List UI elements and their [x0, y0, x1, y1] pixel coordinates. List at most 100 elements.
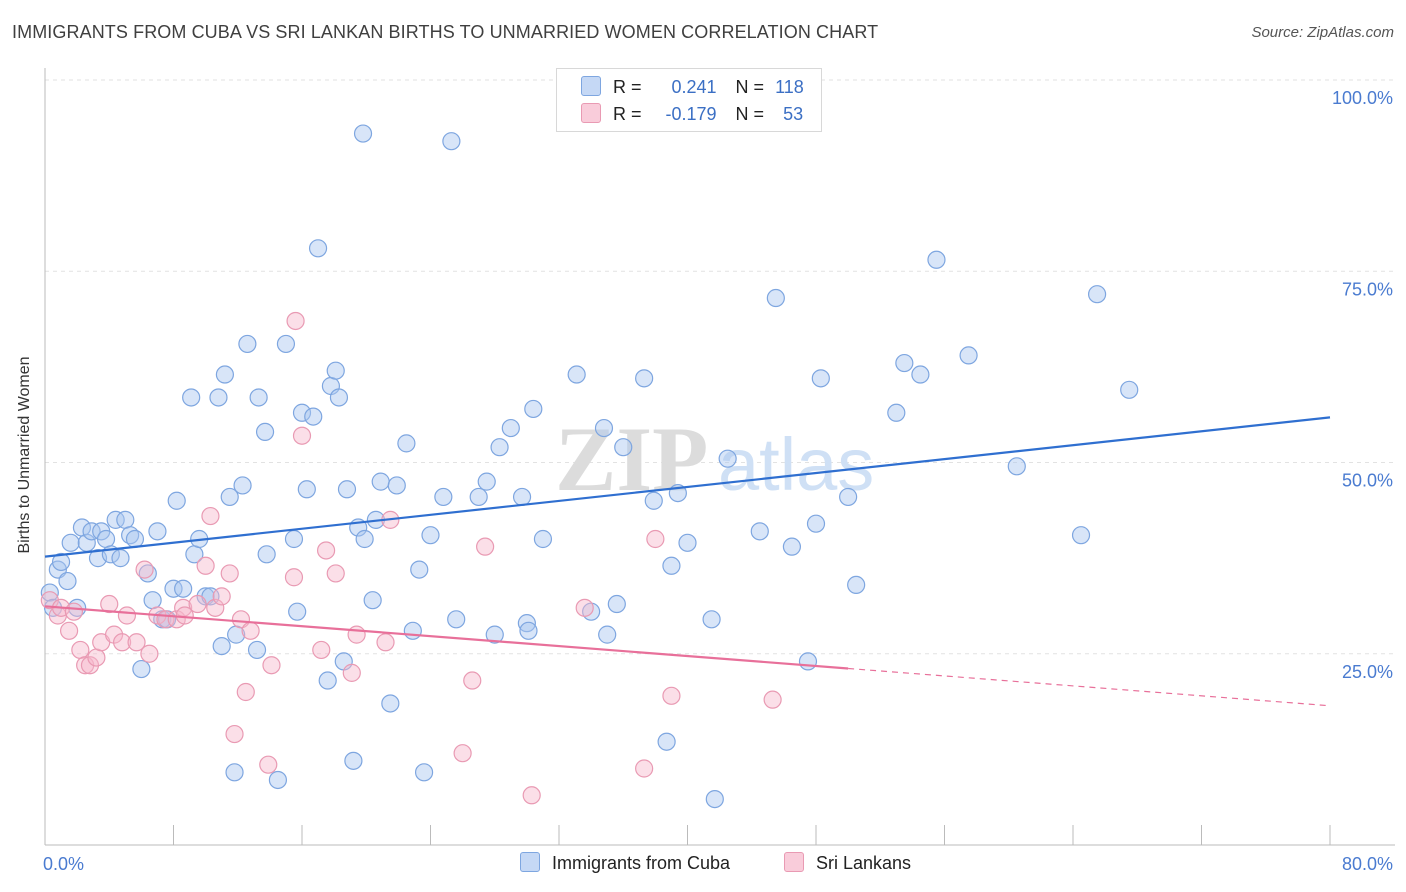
sri-point — [342, 663, 361, 682]
cuba-point — [718, 449, 737, 468]
cuba-point — [247, 640, 267, 660]
cuba-point — [58, 571, 77, 591]
x-tick-labels: 0.0% 80.0% — [43, 854, 1393, 874]
cuba-point — [344, 751, 363, 770]
cuba-point — [174, 579, 193, 598]
bottom-legend-cuba-label: Immigrants from Cuba — [552, 853, 731, 873]
cuba-point — [678, 533, 697, 552]
cuba-point — [167, 491, 186, 510]
correlation-legend: R = 0.241 N = 118 R = -0.179 N = 53 — [556, 68, 822, 132]
sri-point — [71, 640, 90, 660]
cuba-point — [164, 579, 183, 598]
cuba-point — [397, 434, 416, 453]
trend-lines — [44, 416, 1331, 707]
cuba-point — [255, 422, 275, 441]
sri-point — [100, 594, 119, 614]
cuba-point — [469, 487, 488, 507]
sri-point — [575, 598, 594, 617]
cuba-point — [594, 418, 614, 438]
cuba-point — [414, 763, 434, 782]
cuba-point — [40, 583, 59, 602]
legend-sri-r-label: R = — [613, 104, 642, 124]
sri-point — [59, 621, 79, 640]
legend-cuba-n: 118 — [775, 77, 804, 97]
sri-point — [316, 541, 336, 560]
cuba-point — [355, 529, 374, 549]
sri-point — [196, 556, 215, 575]
sri-point — [347, 625, 366, 644]
cuba-legend-icon — [520, 852, 540, 872]
sri-point — [135, 560, 154, 579]
y-tick-label: 75.0% — [1342, 279, 1393, 299]
cuba-point — [353, 124, 373, 143]
legend-cuba-n-label: N = — [735, 77, 765, 97]
cuba-point — [257, 545, 276, 564]
bottom-legend-sri-label: Sri Lankans — [816, 853, 912, 873]
cuba-point — [887, 403, 906, 422]
cuba-point — [148, 522, 167, 541]
cuba-point — [477, 472, 496, 491]
sri-point — [117, 606, 137, 625]
cuba-point — [143, 591, 162, 610]
cuba-point — [249, 388, 268, 407]
cuba-point — [839, 487, 858, 507]
sri-point — [206, 598, 225, 617]
cuba-point — [284, 529, 304, 549]
cuba-point — [750, 522, 769, 541]
sri-swatch — [581, 103, 601, 123]
cuba-point — [403, 621, 422, 640]
cuba-point — [598, 625, 617, 644]
cuba-point — [1120, 380, 1139, 399]
cuba-point — [895, 353, 914, 373]
sri-point — [188, 594, 207, 614]
cuba-point — [782, 537, 802, 556]
sri-point — [64, 602, 84, 621]
cuba-point — [337, 480, 357, 499]
legend-cuba-r-label: R = — [613, 77, 642, 97]
y-tick-label: 25.0% — [1342, 662, 1393, 682]
cuba-point — [106, 510, 125, 529]
sri-point — [201, 506, 220, 526]
cuba-point — [209, 388, 228, 407]
watermark-atlas: atlas — [718, 423, 874, 506]
sri-point — [292, 426, 312, 445]
watermark: ZIP atlas — [555, 408, 874, 510]
cuba-point — [657, 732, 676, 751]
cuba-point — [512, 487, 532, 507]
cuba-point — [61, 533, 80, 552]
cuba-point — [501, 418, 520, 438]
sri-point — [112, 633, 132, 652]
sri-point — [326, 564, 345, 583]
cuba-point — [288, 602, 307, 621]
cuba-point — [304, 407, 323, 426]
axes — [44, 68, 1395, 846]
sri-point — [284, 568, 304, 587]
cuba-point — [1007, 457, 1026, 476]
sri-legend-icon — [784, 852, 804, 872]
sri-point — [127, 633, 146, 652]
cuba-point — [644, 491, 663, 510]
cuba-point — [381, 694, 400, 713]
cuba-point — [111, 549, 130, 568]
sri-point — [140, 644, 159, 663]
cuba-point — [517, 614, 536, 633]
cuba-point — [766, 288, 785, 308]
x-tick-label: 0.0% — [43, 854, 84, 874]
cuba-point — [326, 361, 345, 380]
sri-trend-line — [44, 605, 849, 670]
cuba-point — [82, 522, 101, 541]
cuba-point — [125, 529, 145, 549]
sri-point — [312, 640, 331, 660]
cuba-point — [702, 610, 721, 629]
cuba-point — [1087, 285, 1107, 304]
cuba-point — [442, 132, 461, 151]
bottom-legend-sri: Sri Lankans — [784, 852, 911, 874]
cuba-point — [421, 526, 440, 545]
y-tick-label: 100.0% — [1332, 88, 1393, 108]
cuba-point — [490, 438, 509, 457]
legend-sri-n: 53 — [783, 104, 804, 124]
cuba-point — [292, 403, 312, 422]
cuba-point — [96, 529, 116, 549]
cuba-point — [567, 365, 586, 384]
sri-point — [262, 656, 281, 675]
